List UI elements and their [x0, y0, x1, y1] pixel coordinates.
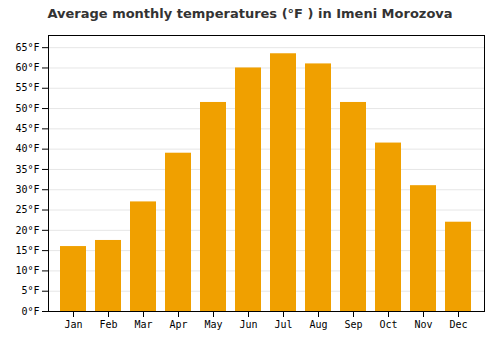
svg-text:55°F: 55°F	[15, 82, 39, 93]
svg-text:Dec: Dec	[449, 319, 467, 330]
svg-text:Oct: Oct	[379, 319, 397, 330]
svg-text:Nov: Nov	[414, 319, 432, 330]
svg-text:60°F: 60°F	[15, 62, 39, 73]
svg-text:20°F: 20°F	[15, 225, 39, 236]
svg-text:May: May	[204, 319, 222, 330]
svg-text:Apr: Apr	[169, 319, 187, 330]
svg-text:0°F: 0°F	[21, 306, 39, 317]
svg-text:Mar: Mar	[134, 319, 152, 330]
svg-text:25°F: 25°F	[15, 204, 39, 215]
svg-text:35°F: 35°F	[15, 164, 39, 175]
svg-text:65°F: 65°F	[15, 42, 39, 53]
svg-text:5°F: 5°F	[21, 285, 39, 296]
svg-text:15°F: 15°F	[15, 245, 39, 256]
svg-text:Aug: Aug	[309, 319, 327, 330]
svg-text:Jan: Jan	[64, 319, 82, 330]
svg-text:Feb: Feb	[99, 319, 117, 330]
svg-text:Jun: Jun	[239, 319, 257, 330]
svg-text:50°F: 50°F	[15, 103, 39, 114]
svg-text:Jul: Jul	[274, 319, 292, 330]
html-text:Average monthly temperatures (: Average monthly temperatures (°F ) in Im…	[47, 6, 453, 21]
svg-text:40°F: 40°F	[15, 143, 39, 154]
svg-text:10°F: 10°F	[15, 265, 39, 276]
svg-text:Sep: Sep	[344, 319, 362, 330]
svg-text:45°F: 45°F	[15, 123, 39, 134]
svg-text:30°F: 30°F	[15, 184, 39, 195]
